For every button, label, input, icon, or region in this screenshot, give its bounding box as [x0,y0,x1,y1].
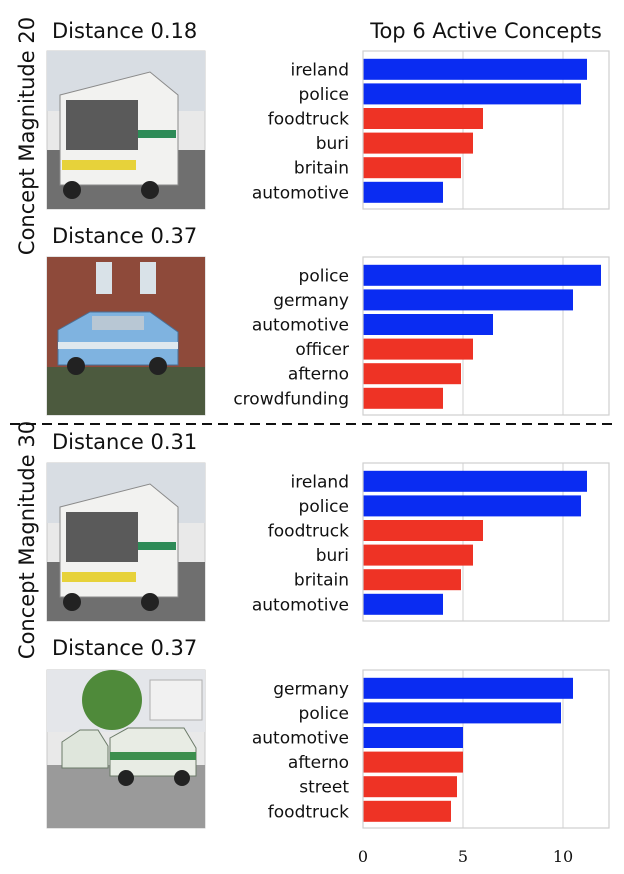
image-title-3: Distance 0.31 [52,430,197,454]
bar-automotive [363,727,463,748]
bar-foodtruck [363,800,451,822]
concept-chart-2: police germany automotive officer afterno cro… [233,256,610,416]
category-label: buri [316,546,349,566]
category-label: foodtruck [268,110,349,130]
group-label-magnitude-20: Concept Magnitude 20 [15,17,39,255]
bar-police [363,83,581,105]
axes-frame [362,462,610,622]
x-tick-label: 5 [458,847,468,866]
category-label: buri [316,134,349,154]
category-label: afterno [288,753,349,773]
bar-foodtruck [363,520,483,541]
x-tick-label: 0 [358,847,368,866]
concept-chart-4: germany police automotive afterno street food… [252,669,610,829]
group-label-magnitude-30: Concept Magnitude 30 [15,421,39,659]
category-label: germany [273,291,349,311]
vehicle-photo-3 [46,462,206,622]
category-label: britain [294,159,349,179]
vehicle-photo-2 [46,256,206,416]
bar-police [363,702,561,724]
category-label: automotive [252,595,349,615]
bar-police [363,495,581,517]
bar-automotive [363,314,493,335]
bar-ireland [363,58,587,80]
image-title-2: Distance 0.37 [52,224,197,248]
bar-germany [363,289,573,311]
bar-afterno [363,363,461,385]
bar-police [363,264,601,286]
bar-britain [363,569,461,591]
bar-street [363,776,457,798]
axes-frame [362,50,610,210]
category-label: foodtruck [268,522,349,542]
category-label: automotive [252,316,349,336]
bar-automotive [363,593,443,615]
bar-ireland [363,470,587,492]
category-label: street [299,778,349,798]
vehicle-photo-1 [46,50,206,210]
concept-chart-1: ireland police foodtruck buri britain automot… [252,50,610,210]
bar-automotive [363,181,443,203]
bar-britain [363,157,461,179]
category-label: automotive [252,729,349,749]
x-tick-label: 10 [553,847,573,866]
image-title-4: Distance 0.37 [52,636,197,660]
x-axis-ticks: 0 5 10 [358,847,573,866]
bar-foodtruck [363,108,483,129]
category-label: afterno [288,365,349,385]
category-label: police [299,266,349,286]
image-title-1: Distance 0.18 [52,19,197,43]
category-label: germany [273,679,349,699]
bar-officer [363,338,473,360]
category-label: crowdfunding [233,389,349,409]
bar-crowdfunding [363,387,443,409]
bar-germany [363,677,573,699]
axes-frame [362,256,610,416]
category-label: britain [294,571,349,591]
category-label: ireland [290,60,349,80]
vehicle-photo-4 [46,669,206,829]
bar-buri [363,544,473,566]
chart-title: Top 6 Active Concepts [369,19,602,43]
bar-afterno [363,751,463,773]
category-label: police [299,497,349,517]
axes-frame [362,669,610,829]
category-label: foodtruck [268,802,349,822]
category-label: automotive [252,183,349,203]
category-label: police [299,85,349,105]
bar-buri [363,132,473,154]
category-label: ireland [290,472,349,492]
category-label: police [299,704,349,724]
concept-chart-3: ireland police foodtruck buri britain automot… [252,462,610,622]
category-label: officer [295,340,349,360]
